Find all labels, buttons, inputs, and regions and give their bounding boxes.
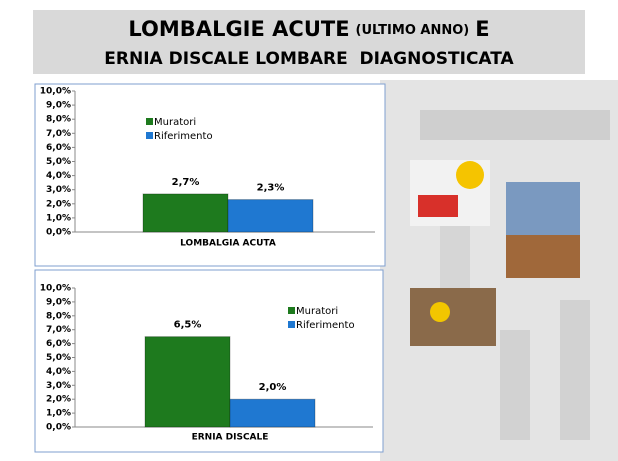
- charts: 0,0% 1,0% 2,0% 3,0% 4,0% 5,0% 6,0% 7,0% 8,0% 9,0%…: [34, 83, 386, 453]
- legend-label: Muratori: [296, 306, 338, 317]
- bar: [144, 336, 231, 428]
- title-part: E: [475, 17, 489, 41]
- photo-worker: [410, 288, 496, 346]
- y-tick-label: 5,0%: [46, 157, 71, 167]
- cartoon-bricks: [418, 195, 458, 217]
- y-tick-label: 3,0%: [46, 381, 71, 391]
- building-cornice: [420, 110, 610, 140]
- x-tick-label: LOMBALGIA ACUTA: [180, 239, 276, 249]
- legend-swatch: [146, 132, 153, 139]
- y-tick-label: 0,0%: [46, 423, 71, 433]
- y-tick-label: 6,0%: [46, 339, 71, 349]
- value-label: 6,5%: [174, 320, 202, 331]
- y-tick-label: 8,0%: [46, 311, 71, 321]
- y-tick-label: 7,0%: [46, 325, 71, 335]
- title-part: (ULTIMO ANNO): [356, 23, 470, 38]
- y-tick-label: 7,0%: [46, 129, 71, 139]
- cartoon-helmet: [456, 161, 484, 189]
- bar: [142, 193, 229, 233]
- bar: [227, 199, 314, 233]
- value-label: 2,3%: [257, 183, 285, 194]
- x-tick-label: ERNIA DISCALE: [192, 433, 269, 443]
- y-tick-label: 1,0%: [46, 213, 71, 223]
- building-column: [500, 330, 530, 440]
- value-label: 2,0%: [259, 382, 287, 393]
- legend-label: Riferimento: [154, 131, 213, 142]
- legend-swatch: [146, 118, 153, 125]
- legend-swatch: [288, 307, 295, 314]
- y-tick-label: 10,0%: [40, 284, 71, 294]
- chart-frame: [34, 83, 386, 267]
- slide-title: ERNIA DISCALE LOMBARE DIAGNOSTICATA: [104, 49, 514, 69]
- y-tick-label: 6,0%: [46, 143, 71, 153]
- y-tick-label: 5,0%: [46, 353, 71, 363]
- photo-scaffold-base: [506, 235, 580, 278]
- title-part: LOMBALGIE ACUTE: [128, 17, 349, 41]
- legend-label: Muratori: [154, 117, 196, 128]
- value-label: 2,7%: [172, 177, 200, 188]
- y-tick-label: 4,0%: [46, 171, 71, 181]
- y-tick-label: 9,0%: [46, 297, 71, 307]
- y-tick-label: 0,0%: [46, 228, 71, 238]
- y-tick-label: 10,0%: [40, 87, 71, 97]
- legend-swatch: [288, 321, 295, 328]
- photo-worker-helmet: [430, 302, 450, 322]
- slide-title: LOMBALGIE ACUTE (ULTIMO ANNO) E: [128, 17, 489, 41]
- title-band: [33, 10, 585, 74]
- y-tick-label: 4,0%: [46, 367, 71, 377]
- y-tick-label: 3,0%: [46, 185, 71, 195]
- bar: [229, 398, 316, 428]
- y-tick-label: 1,0%: [46, 409, 71, 419]
- y-tick-label: 2,0%: [46, 395, 71, 405]
- y-tick-label: 8,0%: [46, 115, 71, 125]
- building-column: [560, 300, 590, 440]
- y-tick-label: 9,0%: [46, 101, 71, 111]
- legend-label: Riferimento: [296, 320, 355, 331]
- y-tick-label: 2,0%: [46, 199, 71, 209]
